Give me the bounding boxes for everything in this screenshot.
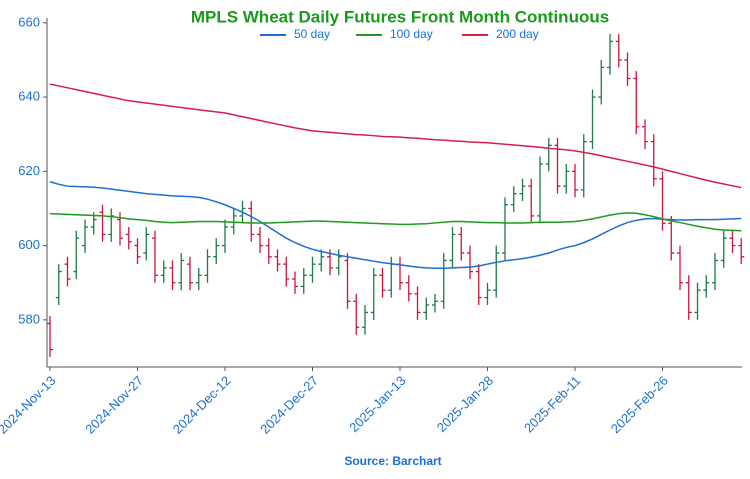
legend-label: 200 day	[496, 27, 539, 41]
x-tick-label: 2024-Dec-27	[257, 373, 321, 437]
y-tick-label: 580	[18, 311, 40, 326]
y-tick-label: 640	[18, 89, 40, 104]
x-tick-label: 2024-Nov-27	[82, 373, 146, 437]
legend-label: 100 day	[390, 27, 433, 41]
y-tick-label: 660	[18, 14, 40, 29]
source-note: Source: Barchart	[344, 454, 441, 468]
x-tick-label: 2024-Nov-13	[0, 373, 59, 437]
x-tick-label: 2025-Feb-11	[521, 373, 584, 436]
legend-label: 50 day	[294, 27, 330, 41]
x-tick-label: 2025-Feb-26	[608, 373, 671, 436]
moving-average-line	[49, 212, 742, 232]
chart-title: MPLS Wheat Daily Futures Front Month Con…	[191, 7, 609, 26]
y-tick-label: 600	[18, 237, 40, 252]
moving-average-line	[49, 181, 742, 269]
y-tick-label: 620	[18, 163, 40, 178]
x-tick-label: 2024-Dec-12	[170, 373, 234, 437]
x-tick-label: 2025-Jan-28	[434, 373, 496, 435]
x-tick-label: 2025-Jan-13	[346, 373, 408, 435]
moving-average-line	[49, 83, 742, 189]
